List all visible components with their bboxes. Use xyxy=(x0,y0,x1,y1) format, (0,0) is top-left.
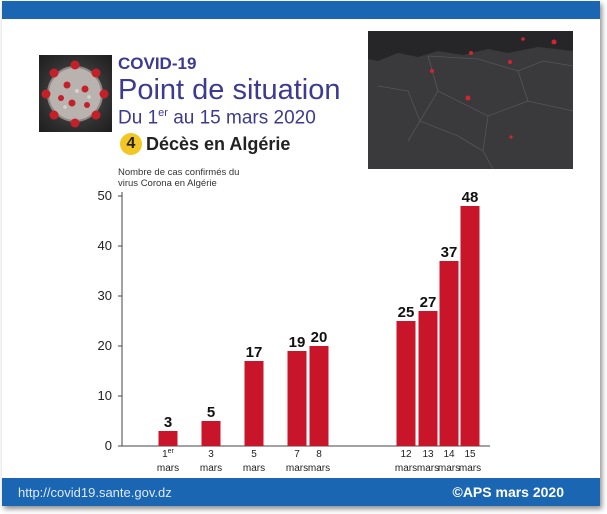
bar-value-label: 17 xyxy=(246,344,263,361)
bar-mark xyxy=(244,361,264,446)
date-range-suffix: au 15 mars 2020 xyxy=(167,107,316,129)
bar-value-label: 48 xyxy=(462,189,479,206)
y-tick-label: 0 xyxy=(105,438,112,453)
x-tick-label-month: mars xyxy=(459,463,481,474)
x-tick-label-day: 7 xyxy=(294,449,300,460)
bar-mark xyxy=(396,321,416,446)
map-image xyxy=(368,31,573,169)
deaths-line: 4 Décès en Algérie xyxy=(120,133,290,155)
title-covid: COVID-19 xyxy=(118,54,197,73)
y-tick-label: 30 xyxy=(98,288,112,303)
bar-chart: 0 10 20 30 40 50 3 1er mars 5 3 mars 17 5 mars 19 7 mars 2… xyxy=(98,188,490,474)
coronavirus-image xyxy=(39,55,112,132)
infographic-frame: COVID-19 Point de situation Du 1er au 15… xyxy=(2,1,600,506)
x-tick-label-sup: er xyxy=(168,448,175,455)
x-tick-label-month: mars xyxy=(308,463,330,474)
x-tick-label-month: mars xyxy=(243,463,265,474)
x-tick-label-month: mars xyxy=(417,463,439,474)
bar-mark xyxy=(460,206,480,446)
deaths-label: Décès en Algérie xyxy=(146,133,291,154)
bar-value-label: 3 xyxy=(164,414,172,431)
y-axis-label: Nombre de cas confirmés du virus Corona … xyxy=(118,167,240,189)
date-range-sup: er xyxy=(158,107,168,119)
bar-mark xyxy=(309,346,329,446)
x-tick-label-day: 5 xyxy=(251,449,257,460)
title-date-range: Du 1er au 15 mars 2020 xyxy=(118,107,316,129)
bar-value-label: 37 xyxy=(441,244,458,261)
bar-mark xyxy=(439,261,459,446)
y-tick-label: 10 xyxy=(98,388,112,403)
footer-url-link[interactable]: http://covid19.sante.gov.dz xyxy=(18,485,172,500)
x-tick-label-day: 14 xyxy=(443,449,455,460)
x-tick-label-month: mars xyxy=(438,463,460,474)
x-tick-label-month: mars xyxy=(395,463,417,474)
x-tick-label-day: 8 xyxy=(316,449,322,460)
footer-bar: http://covid19.sante.gov.dz ©APS mars 20… xyxy=(2,478,600,506)
footer-credit: ©APS mars 2020 xyxy=(452,484,565,500)
title-point-de-situation: Point de situation xyxy=(118,74,341,106)
bar-value-label: 25 xyxy=(398,304,415,321)
x-tick-label-day: 15 xyxy=(464,449,476,460)
x-tick-label-day: 3 xyxy=(208,449,214,460)
x-tick-label-day: 12 xyxy=(400,449,412,460)
bar-value-label: 27 xyxy=(420,294,437,311)
x-tick-label-month: mars xyxy=(157,463,179,474)
x-tick-label-day: 1er xyxy=(162,448,174,460)
y-tick-label: 40 xyxy=(98,238,112,253)
bar-mark xyxy=(418,311,438,446)
bar-value-label: 5 xyxy=(207,404,215,421)
top-bar xyxy=(2,1,600,19)
x-tick-label-month: mars xyxy=(200,463,222,474)
x-tick-label-day: 13 xyxy=(422,449,434,460)
date-range-prefix: Du 1 xyxy=(118,107,159,129)
bar-mark xyxy=(158,431,178,446)
bar-mark xyxy=(287,351,307,446)
x-tick-label-month: mars xyxy=(286,463,308,474)
deaths-count-badge: 4 xyxy=(120,133,142,155)
bar-mark xyxy=(201,421,221,446)
y-tick-label: 20 xyxy=(98,338,112,353)
y-tick-label: 50 xyxy=(98,188,112,203)
bar-value-label: 20 xyxy=(311,329,328,346)
bar-value-label: 19 xyxy=(289,334,306,351)
